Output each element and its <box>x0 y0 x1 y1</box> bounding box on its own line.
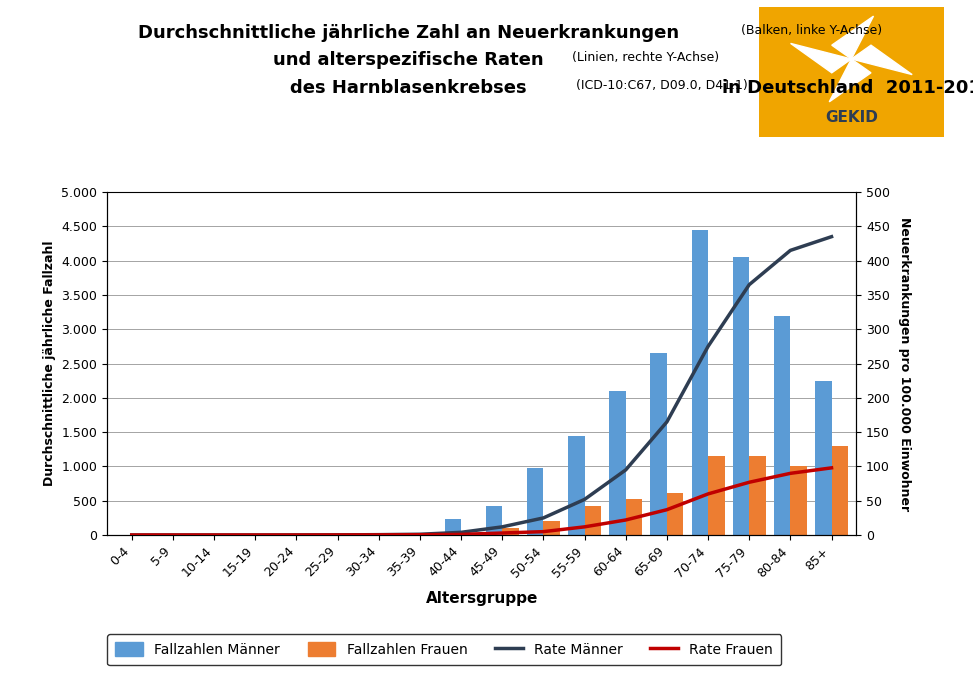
Text: GEKID: GEKID <box>825 110 878 125</box>
Text: und alterspezifische Raten: und alterspezifische Raten <box>273 51 544 69</box>
Rate Männer <box>208 531 220 539</box>
Bar <box>404 534 420 535</box>
Rate Frauen <box>579 523 591 531</box>
Rate Männer <box>291 531 303 539</box>
Rate Frauen <box>496 529 508 537</box>
Rate Männer <box>826 233 838 241</box>
Rate Männer <box>703 342 714 351</box>
Polygon shape <box>829 59 871 102</box>
Rate Männer <box>579 495 591 504</box>
Bar <box>815 381 832 535</box>
Bar <box>790 466 807 535</box>
Rate Frauen <box>743 478 755 486</box>
Rate Frauen <box>826 464 838 472</box>
Polygon shape <box>791 43 851 73</box>
Text: des Harnblasenkrebses: des Harnblasenkrebses <box>290 79 527 97</box>
Rate Frauen <box>414 531 426 539</box>
Rate Männer <box>784 246 796 255</box>
Rate Männer <box>743 281 755 289</box>
Bar <box>502 528 519 535</box>
Rate Männer <box>414 530 426 539</box>
X-axis label: Altersgruppe: Altersgruppe <box>425 591 538 606</box>
Bar <box>708 456 725 535</box>
Bar <box>609 391 626 535</box>
Rate Frauen <box>703 490 714 498</box>
Bar <box>568 436 585 535</box>
Text: (ICD-10:C67, D09.0, D41.1): (ICD-10:C67, D09.0, D41.1) <box>576 79 748 92</box>
Rate Frauen <box>291 531 303 539</box>
Line: Rate Frauen: Rate Frauen <box>131 468 832 535</box>
Y-axis label: Durchschnittliche jährliche Fallzahl: Durchschnittliche jährliche Fallzahl <box>43 241 55 486</box>
Rate Männer <box>455 528 467 536</box>
Rate Frauen <box>167 531 179 539</box>
Y-axis label: Neuerkrankungen pro 100.000 Einwohner: Neuerkrankungen pro 100.000 Einwohner <box>898 217 911 510</box>
Bar <box>486 506 502 535</box>
Text: (Balken, linke Y-Achse): (Balken, linke Y-Achse) <box>741 24 883 37</box>
Rate Frauen <box>332 531 343 539</box>
Bar <box>733 257 749 535</box>
Legend: Fallzahlen Männer, Fallzahlen Frauen, Rate Männer, Rate Frauen: Fallzahlen Männer, Fallzahlen Frauen, Ra… <box>107 634 781 665</box>
Rate Männer <box>332 531 343 539</box>
Rate Männer <box>661 418 672 426</box>
Bar <box>527 468 543 535</box>
Bar <box>692 230 708 535</box>
Rate Frauen <box>455 530 467 539</box>
Rate Frauen <box>784 469 796 477</box>
Rate Frauen <box>126 531 137 539</box>
Bar <box>626 499 642 535</box>
Bar <box>445 519 461 535</box>
Rate Frauen <box>249 531 261 539</box>
Bar <box>667 493 683 535</box>
Bar <box>543 521 559 535</box>
Bar <box>774 316 790 535</box>
Rate Frauen <box>208 531 220 539</box>
Bar <box>585 506 601 535</box>
Bar <box>362 534 378 535</box>
Rate Frauen <box>373 531 384 539</box>
Rate Frauen <box>620 516 631 524</box>
Rate Männer <box>620 466 631 474</box>
Rate Frauen <box>661 506 672 514</box>
Bar <box>650 353 667 535</box>
Bar <box>832 446 848 535</box>
Rate Männer <box>373 530 384 539</box>
Bar <box>749 456 766 535</box>
Polygon shape <box>851 45 912 75</box>
Rate Männer <box>496 523 508 531</box>
Line: Rate Männer: Rate Männer <box>131 237 832 535</box>
Text: (Linien, rechte Y-Achse): (Linien, rechte Y-Achse) <box>572 51 719 64</box>
Rate Männer <box>249 531 261 539</box>
Polygon shape <box>832 16 874 59</box>
Rate Männer <box>126 531 137 539</box>
Rate Männer <box>537 514 549 522</box>
Text: Durchschnittliche jährliche Zahl an Neuerkrankungen: Durchschnittliche jährliche Zahl an Neue… <box>138 24 679 42</box>
Rate Männer <box>167 531 179 539</box>
Text: in Deutschland  2011-2013: in Deutschland 2011-2013 <box>722 79 973 97</box>
Rate Frauen <box>537 528 549 536</box>
